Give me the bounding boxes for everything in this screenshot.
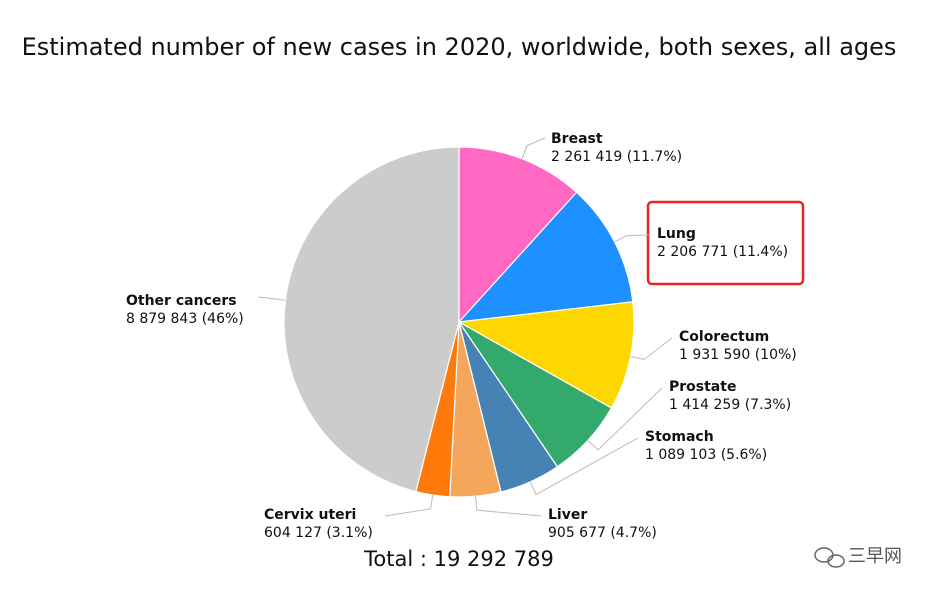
slice-name: Lung [657,226,696,242]
watermark-icon [814,547,845,568]
total-label: Total : 19 292 789 [363,547,554,571]
slice-name: Stomach [645,429,714,445]
slice-name: Prostate [669,379,736,395]
leader-line [614,234,651,243]
slice-value-label: 905 677 (4.7%) [548,525,657,541]
slice-name: Cervix uteri [264,507,356,523]
leader-line [475,496,542,517]
leader-line [587,387,663,451]
slice-name: Breast [551,131,603,147]
leader-line [257,296,286,301]
watermark: 三早网 [848,546,902,567]
slice-value-label: 604 127 (3.1%) [264,525,373,541]
slice-value-label: 2 206 771 (11.4%) [657,244,788,260]
leader-line [521,137,546,159]
chart-title: Estimated number of new cases in 2020, w… [22,33,897,61]
slice-name: Liver [548,507,587,523]
slice-value-label: 1 931 590 (10%) [679,347,797,363]
leader-line [630,337,673,360]
slice-name: Colorectum [679,329,769,345]
highlight-box [646,200,805,286]
slice-value-label: 1 089 103 (5.6%) [645,447,767,463]
slice-value-label: 1 414 259 (7.3%) [669,397,791,413]
leader-line [529,437,639,496]
slice-value-label: 8 879 843 (46%) [126,311,244,327]
slice-name: Other cancers [126,293,237,309]
slice-value-label: 2 261 419 (11.7%) [551,149,682,165]
leader-line [384,494,434,517]
